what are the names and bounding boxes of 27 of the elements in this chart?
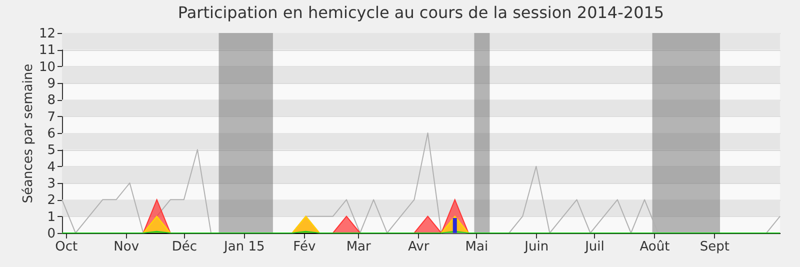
y-tick-label: 1: [47, 210, 56, 225]
x-tick-label: Mai: [465, 240, 488, 254]
y-tick-label: 0: [47, 226, 56, 242]
y-tick-label: 5: [47, 143, 56, 158]
chart-title: Participation en hemicycle au cours de la session 2014-2015: [178, 3, 664, 22]
y-tick-label: 6: [47, 126, 56, 142]
y-tick-label: 8: [47, 93, 56, 108]
x-tick-label: Jan 15: [223, 240, 265, 254]
x-tick-label: Sept: [700, 240, 730, 254]
x-tick-label: Fév: [293, 240, 316, 254]
y-tick-label: 7: [47, 110, 56, 125]
x-tick-label: Déc: [172, 240, 198, 254]
x-tick-label: Juil: [584, 240, 604, 254]
x-tick-label: Mar: [346, 240, 372, 254]
y-tick-label: 2: [47, 193, 56, 208]
y-tick-label: 4: [47, 160, 56, 175]
x-tick-label: Avr: [408, 240, 430, 254]
y-tick-label: 10: [38, 60, 56, 75]
x-tick-label: Nov: [114, 240, 140, 254]
x-tick-label: Août: [640, 240, 670, 254]
y-axis-title: Séances par semaine: [20, 64, 36, 204]
x-tick-label: Juin: [524, 240, 549, 254]
y-tick-label: 11: [38, 43, 56, 58]
y-tick-label: 12: [38, 26, 56, 42]
y-tick-label: 9: [47, 76, 56, 92]
y-tick-label: 3: [47, 176, 56, 192]
x-tick-label: Oct: [55, 240, 78, 254]
